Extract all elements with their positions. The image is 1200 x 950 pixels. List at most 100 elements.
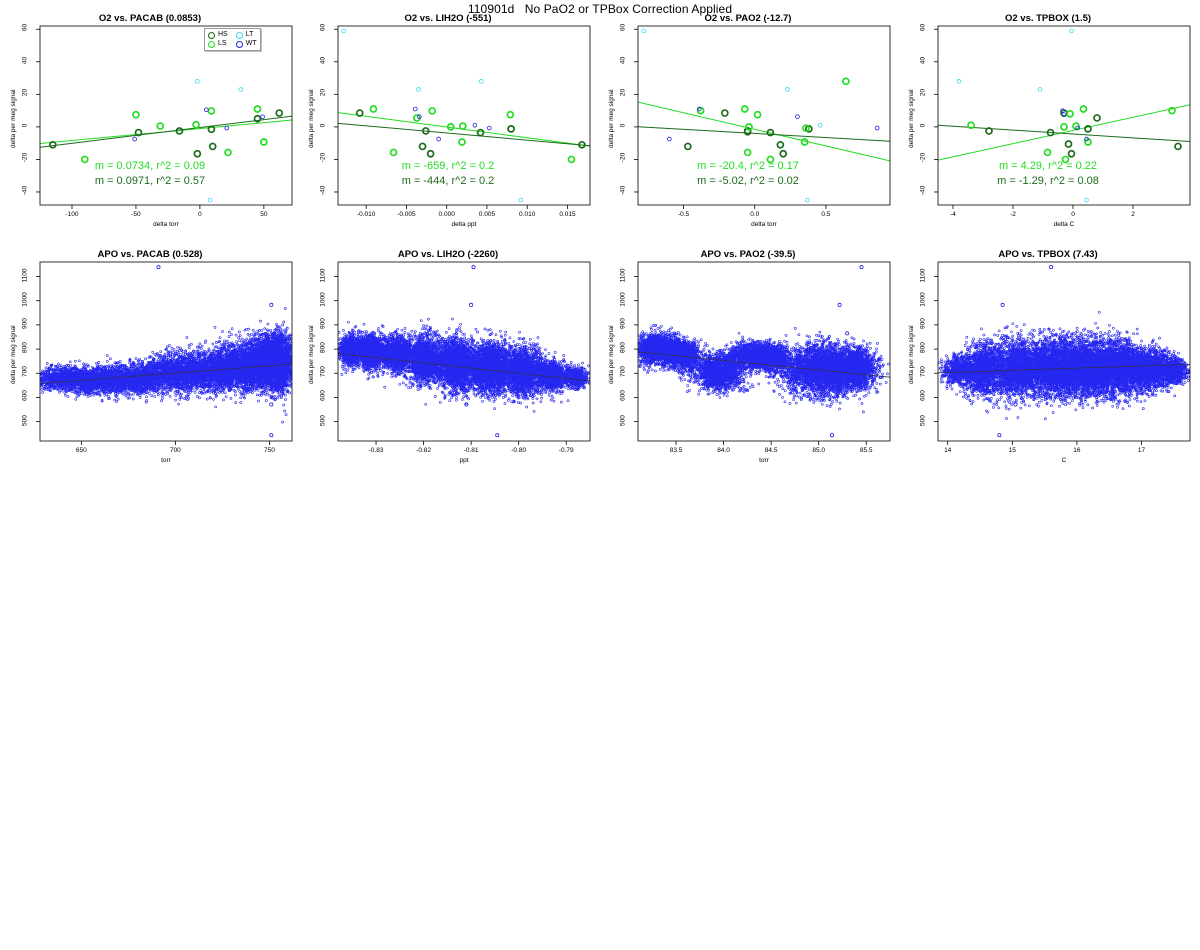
fit-annotation-HS: m = -444, r^2 = 0.2: [298, 175, 598, 187]
y-tick-label: 1000: [22, 288, 29, 310]
legend-entry-WT: WT: [236, 40, 257, 48]
y-tick-label: 1000: [620, 288, 627, 310]
y-tick-label: 1100: [920, 264, 927, 286]
data-point-HS: [478, 130, 484, 136]
x-tick-label: -2: [993, 211, 1033, 218]
x-tick-label: 650: [61, 447, 101, 454]
plot-panel-o2-pao2: O2 vs. PAO2 (-12.7) -40 -20 0 20 40 60 -0.5 0.0 0…: [598, 0, 898, 230]
data-point-WT: [667, 137, 671, 141]
x-tick-label: -50: [116, 211, 156, 218]
y-tick-label: 20: [22, 82, 29, 104]
x-tick-label: 0.015: [547, 211, 587, 218]
plot-area-o2-lih2o: [298, 0, 598, 230]
x-tick-label: 16: [1057, 447, 1097, 454]
data-point-LS: [1067, 111, 1073, 117]
x-tick-label: -0.82: [404, 447, 444, 454]
y-tick-label: 0: [620, 114, 627, 136]
x-tick-label: -0.005: [386, 211, 426, 218]
x-tick-label: -0.83: [356, 447, 396, 454]
y-tick-label: 0: [320, 114, 327, 136]
y-tick-label: 500: [620, 409, 627, 431]
data-point-HS: [428, 151, 434, 157]
data-point-LS: [208, 108, 214, 114]
y-tick-label: 1100: [320, 264, 327, 286]
y-tick-label: 600: [320, 385, 327, 407]
data-point-outlier: [838, 303, 841, 306]
plot-panel-apo-pao2: APO vs. PAO2 (-39.5) 500 600 700 800 900 1000 1…: [598, 236, 898, 466]
x-tick-label: 750: [249, 447, 289, 454]
x-tick-label: -0.81: [451, 447, 491, 454]
y-tick-label: 500: [320, 409, 327, 431]
data-point-WT: [261, 115, 265, 119]
data-point-LT: [519, 198, 523, 202]
data-point-outlier: [157, 265, 160, 268]
plot-area-apo-pacab: [0, 236, 300, 466]
data-point-outlier: [830, 434, 833, 437]
x-tick-label: 0.010: [507, 211, 547, 218]
data-point-HS: [420, 143, 426, 149]
legend-entry-LT: LT: [236, 31, 257, 39]
y-tick-label: 700: [320, 361, 327, 383]
y-tick-label: 900: [920, 312, 927, 334]
x-axis-label: delta C: [938, 221, 1190, 228]
x-tick-label: 0.0: [735, 211, 775, 218]
plot-legend: HS LT LS WT: [204, 28, 261, 51]
legend-label: LS: [218, 40, 227, 48]
data-point-LS: [460, 123, 466, 129]
data-point-LT: [642, 29, 646, 33]
x-tick-label: 85.0: [799, 447, 839, 454]
data-point-LT: [342, 29, 346, 33]
regression-line-HS: [638, 127, 890, 141]
x-tick-label: -0.010: [346, 211, 386, 218]
x-tick-label: 2: [1113, 211, 1153, 218]
y-tick-label: 700: [620, 361, 627, 383]
data-point-outlier: [270, 303, 273, 306]
x-tick-label: -0.5: [664, 211, 704, 218]
data-point-LT: [806, 198, 810, 202]
y-axis-label: delta per meg signal: [608, 325, 615, 384]
x-tick-label: -100: [52, 211, 92, 218]
fit-annotation-LS: m = -20.4, r^2 = 0.17: [598, 160, 898, 172]
x-tick-label: 84.0: [704, 447, 744, 454]
data-point-LT: [195, 79, 199, 83]
y-tick-label: 700: [920, 361, 927, 383]
data-point-HS: [1094, 115, 1100, 121]
data-point-outlier: [270, 434, 273, 437]
y-tick-label: 0: [920, 114, 927, 136]
y-axis-label: delta per meg signal: [308, 89, 315, 148]
y-tick-label: 1100: [620, 264, 627, 286]
x-tick-label: 15: [992, 447, 1032, 454]
data-point-LS: [414, 115, 420, 121]
y-tick-label: 800: [920, 337, 927, 359]
data-point-HS: [1069, 151, 1075, 157]
data-point-outlier: [846, 332, 849, 335]
x-tick-label: -4: [933, 211, 973, 218]
legend-marker-circle-icon: [208, 41, 215, 48]
plot-panel-apo-tpbox: APO vs. TPBOX (7.43) 500 600 700 800 900 1000 1…: [898, 236, 1198, 466]
y-tick-label: 1000: [920, 288, 927, 310]
y-tick-label: 600: [620, 385, 627, 407]
x-tick-label: 0.5: [806, 211, 846, 218]
plot-panel-o2-lih2o: O2 vs. LIH2O (-551) -40 -20 0 20 40 60 -0.010 -0…: [298, 0, 598, 230]
legend-marker-circle-icon: [236, 41, 243, 48]
fit-annotation-LS: m = 0.0734, r^2 = 0.09: [0, 160, 300, 172]
plot-area-apo-tpbox: [898, 236, 1198, 466]
y-tick-label: 60: [320, 17, 327, 39]
plot-area-apo-pao2: [598, 236, 898, 466]
data-point-LT: [208, 198, 212, 202]
x-tick-label: 0: [1053, 211, 1093, 218]
legend-marker-circle-icon: [236, 32, 243, 39]
legend-label: WT: [246, 40, 257, 48]
apo-point-cloud: [39, 307, 293, 423]
data-point-LS: [742, 106, 748, 112]
data-point-HS: [780, 151, 786, 157]
data-point-LS: [745, 149, 751, 155]
x-tick-label: -0.79: [546, 447, 586, 454]
data-point-LT: [786, 88, 790, 92]
y-tick-label: 20: [620, 82, 627, 104]
x-tick-label: 0.005: [467, 211, 507, 218]
y-tick-label: 1100: [22, 264, 29, 286]
fit-annotation-LS: m = 4.29, r^2 = 0.22: [898, 160, 1198, 172]
regression-line-HS: [40, 116, 292, 147]
data-point-LS: [193, 122, 199, 128]
